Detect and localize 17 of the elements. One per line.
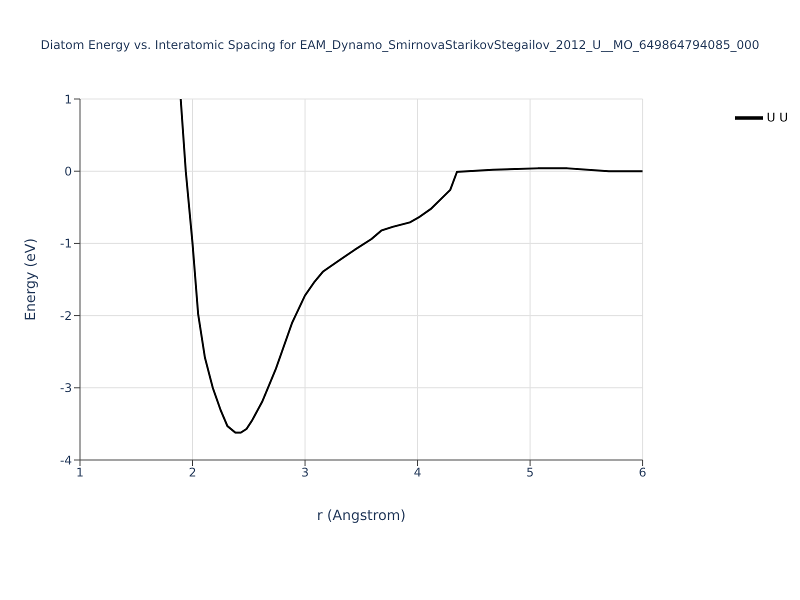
y-tick-label: -3 bbox=[60, 381, 72, 396]
x-tick-label: 4 bbox=[414, 466, 422, 480]
y-tick-label: 0 bbox=[64, 164, 72, 178]
chart-title: Diatom Energy vs. Interatomic Spacing for EAM_Dynamo_SmirnovaStarikovStegailov_2012_U__MO_649864794085_000 bbox=[40, 38, 760, 52]
x-tick-label: 1 bbox=[76, 466, 84, 480]
x-tick-label: 3 bbox=[301, 466, 309, 480]
y-tick-label: 1 bbox=[64, 92, 72, 106]
y-tick-label: -2 bbox=[60, 308, 72, 323]
line-series bbox=[180, 99, 643, 434]
y-tick-label: -4 bbox=[60, 453, 72, 468]
x-axis-title: r (Angstrom) bbox=[316, 508, 406, 524]
x-tick-label: 6 bbox=[638, 466, 646, 480]
legend-label: U U bbox=[766, 110, 788, 124]
x-tick-label: 2 bbox=[188, 466, 196, 480]
y-tick-label: -1 bbox=[60, 236, 72, 251]
y-axis-title: Energy (eV) bbox=[22, 238, 39, 321]
x-tick-label: 5 bbox=[526, 466, 534, 480]
